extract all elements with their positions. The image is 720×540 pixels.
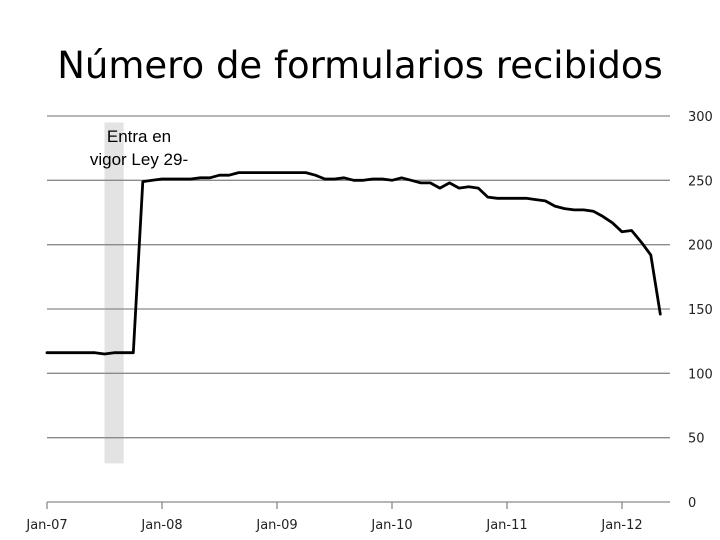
annotation-line: vigor Ley 29- (90, 150, 188, 169)
y-tick-label: 150 (688, 303, 713, 318)
annotation: Entra en vigor Ley 29- (90, 127, 188, 169)
shaded-period (104, 122, 124, 464)
x-tick-label: Jan-07 (25, 518, 67, 533)
x-tick-label: Jan-09 (255, 518, 297, 533)
y-tick-label: 250 (688, 174, 713, 189)
x-tick-label: Jan-11 (485, 518, 527, 533)
y-tick-label: 100 (688, 367, 713, 382)
chart-title: Número de formularios recibidos (57, 44, 663, 87)
y-tick-label: 50 (688, 432, 705, 447)
series-line (45, 171, 662, 356)
y-tick-label: 0 (688, 496, 696, 511)
y-tick-label: 300 (688, 110, 713, 125)
annotation-line: Entra en (107, 127, 171, 146)
x-tick-label: Jan-10 (370, 518, 412, 533)
y-tick-label: 200 (688, 239, 713, 254)
x-tick-label: Jan-08 (140, 518, 182, 533)
x-tick-label: Jan-12 (600, 518, 642, 533)
